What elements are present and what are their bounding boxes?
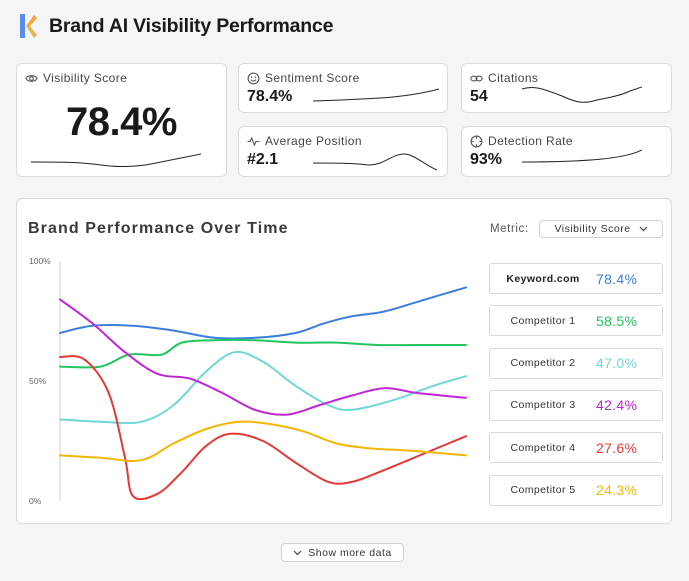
- citations-card: Citations 54: [461, 63, 672, 113]
- legend-item-value: 78.4%: [596, 270, 638, 287]
- series-line-competitor-3: [59, 298, 467, 416]
- legend-item-name: Competitor 1: [510, 314, 576, 327]
- y-tick-label: 0%: [29, 496, 42, 506]
- visibility-score-label: Visibility Score: [25, 71, 127, 85]
- average-position-value: #2.1: [247, 151, 279, 168]
- link-icon: [470, 75, 483, 81]
- metric-dropdown[interactable]: Visibility Score: [539, 220, 663, 238]
- legend-item[interactable]: Keyword.com 78.4%: [489, 263, 663, 294]
- series-line-competitor-2: [59, 350, 467, 425]
- legend-item-value: 58.5%: [596, 312, 638, 329]
- citations-value: 54: [470, 88, 488, 105]
- legend-item[interactable]: Competitor 5 24.3%: [489, 474, 663, 506]
- legend-item-name: Keyword.com: [506, 272, 580, 285]
- legend-item[interactable]: Competitor 4 27.6%: [489, 432, 663, 464]
- performance-panel: Brand Performance Over Time Metric: Visi…: [16, 198, 672, 524]
- series-line-keyword-com: [59, 286, 467, 340]
- panel-title: Brand Performance Over Time: [28, 220, 289, 237]
- smile-icon: [247, 72, 260, 84]
- legend-item-value: 42.4%: [596, 397, 638, 414]
- sentiment-score-label: Sentiment Score: [247, 71, 360, 85]
- sentiment-sparkline: [313, 88, 439, 102]
- average-position-sparkline: [313, 153, 437, 171]
- detection-rate-card: Detection Rate 93%: [461, 126, 672, 177]
- show-more-label: Show more data: [308, 546, 392, 559]
- metric-dropdown-value: Visibility Score: [554, 223, 631, 235]
- legend-item[interactable]: Competitor 1 58.5%: [489, 305, 663, 337]
- sentiment-score-value: 78.4%: [247, 88, 293, 105]
- chevron-down-icon: [293, 550, 302, 555]
- legend-item-value: 47.0%: [596, 355, 638, 372]
- visibility-score-value: 78.4%: [66, 100, 177, 144]
- average-position-label: Average Position: [247, 134, 362, 148]
- series-line-competitor-5: [59, 420, 467, 462]
- detection-rate-value: 93%: [470, 151, 503, 168]
- legend-item[interactable]: Competitor 3 42.4%: [489, 389, 663, 421]
- page-header: Brand AI Visibility Performance: [17, 12, 333, 40]
- series-line-competitor-1: [59, 338, 467, 369]
- show-more-button[interactable]: Show more data: [281, 543, 404, 562]
- legend-item[interactable]: Competitor 2 47.0%: [489, 347, 663, 379]
- visibility-score-card: Visibility Score 78.4%: [16, 63, 227, 177]
- citations-sparkline: [522, 86, 642, 103]
- legend-item-value: 27.6%: [596, 439, 638, 456]
- line-chart: 100% 50% 0%: [29, 256, 467, 506]
- legend-item-value: 24.3%: [596, 482, 638, 498]
- citations-label: Citations: [470, 71, 538, 85]
- chevron-down-icon: [639, 226, 647, 232]
- average-position-card: Average Position #2.1: [238, 126, 448, 177]
- page-title: Brand AI Visibility Performance: [49, 14, 334, 37]
- legend-item-name: Competitor 2: [510, 357, 576, 370]
- detection-rate-sparkline: [522, 149, 642, 163]
- series-line-competitor-4: [59, 355, 467, 501]
- legend-item-name: Competitor 5: [510, 484, 576, 496]
- metric-label: Metric:: [490, 223, 529, 235]
- pulse-icon: [247, 136, 260, 146]
- crosshair-icon: [470, 135, 483, 147]
- y-tick-label: 100%: [29, 256, 51, 266]
- detection-rate-label: Detection Rate: [470, 134, 573, 148]
- y-tick-label: 50%: [29, 376, 46, 386]
- k-logo-icon: [20, 14, 37, 38]
- eye-icon: [25, 74, 38, 82]
- visibility-sparkline: [31, 153, 201, 168]
- legend-item-name: Competitor 4: [510, 441, 576, 454]
- sentiment-score-card: Sentiment Score 78.4%: [238, 63, 448, 113]
- legend-item-name: Competitor 3: [510, 399, 576, 412]
